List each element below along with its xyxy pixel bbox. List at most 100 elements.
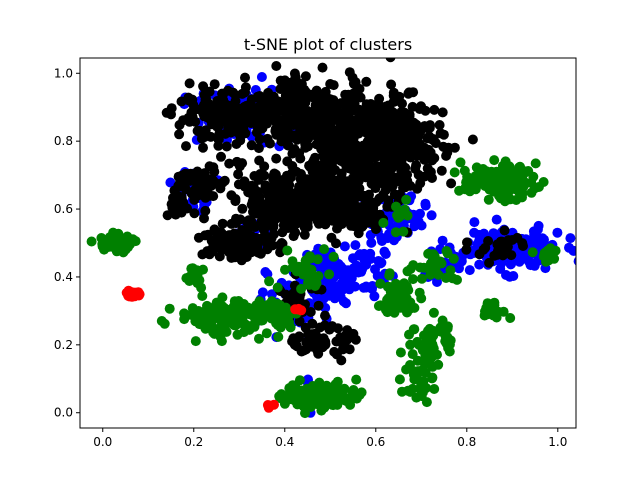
point-black [198,81,209,92]
point-black [370,183,381,194]
point-blue [420,198,431,209]
point-green [428,325,439,336]
point-green [440,336,451,347]
point-green [511,195,522,205]
point-green [179,314,190,325]
point-black [305,116,316,127]
point-black [263,87,274,98]
point-black [249,171,260,181]
y-tick-label: 0.4 [54,270,73,284]
point-black [342,325,353,336]
point-green [328,251,339,262]
point-blue [552,227,563,238]
point-black [233,169,244,180]
point-black [420,105,431,116]
point-black [372,117,383,128]
point-black [361,139,372,150]
y-tick-label: 0.6 [54,202,73,216]
point-green [375,278,386,289]
point-black [209,79,220,90]
point-green [327,399,338,410]
point-blue [365,248,376,259]
point-black [188,172,199,183]
point-black [329,346,340,357]
point-black [284,97,295,108]
point-green [273,331,284,342]
point-green [351,374,362,385]
point-black [388,134,399,145]
point-black [320,219,331,230]
point-black [174,120,185,130]
point-green [515,168,526,179]
point-black [434,120,445,130]
point-blue [369,291,380,302]
point-blue [426,210,437,221]
x-tick-label: 0.4 [275,435,294,449]
point-black [199,213,209,224]
point-green [408,260,419,271]
point-black [375,106,385,117]
point-green [319,244,330,255]
point-black [429,104,440,115]
point-black [410,142,421,153]
point-green [533,182,544,192]
point-black [404,87,415,98]
point-green [295,264,306,275]
point-black [237,203,248,214]
point-blue [523,256,534,267]
point-black [408,126,419,137]
point-black [200,205,211,216]
series-green [86,155,561,419]
point-green [454,185,465,196]
point-black [333,217,344,228]
point-blue [528,226,539,237]
point-black [461,244,472,255]
point-black [386,79,397,90]
point-green [103,239,114,250]
point-black [224,158,235,169]
point-blue [488,228,499,239]
point-black [227,245,238,256]
point-black [230,96,241,106]
point-black [319,136,330,147]
series-red [121,285,307,413]
point-green [391,201,401,212]
point-black [394,91,405,102]
point-blue [339,241,350,252]
point-black [317,62,328,73]
point-black [189,105,200,116]
point-blue [346,273,357,284]
point-black [256,216,267,227]
point-black [351,140,362,151]
point-black [324,126,335,137]
series-black [161,58,528,366]
point-black [174,129,185,140]
point-green [156,316,167,326]
point-blue [505,259,516,270]
point-green [381,302,392,313]
point-blue [325,261,336,271]
point-black [383,182,394,193]
point-blue [495,263,506,274]
point-green [416,273,427,284]
x-tick-label: 1.0 [548,435,567,449]
point-green [310,385,321,396]
point-black [292,341,302,352]
point-green [384,268,395,279]
x-tick-label: 0.2 [184,435,203,449]
point-green [203,313,214,324]
point-black [177,203,188,214]
point-black [254,91,265,101]
point-black [213,113,224,124]
point-green [287,380,298,391]
point-black [332,323,343,334]
point-black [240,72,250,83]
point-black [395,133,406,144]
point-black [462,237,472,248]
point-black [277,227,288,238]
point-green [510,178,521,189]
point-green [427,373,437,384]
point-black [287,87,298,98]
point-green [395,347,406,358]
